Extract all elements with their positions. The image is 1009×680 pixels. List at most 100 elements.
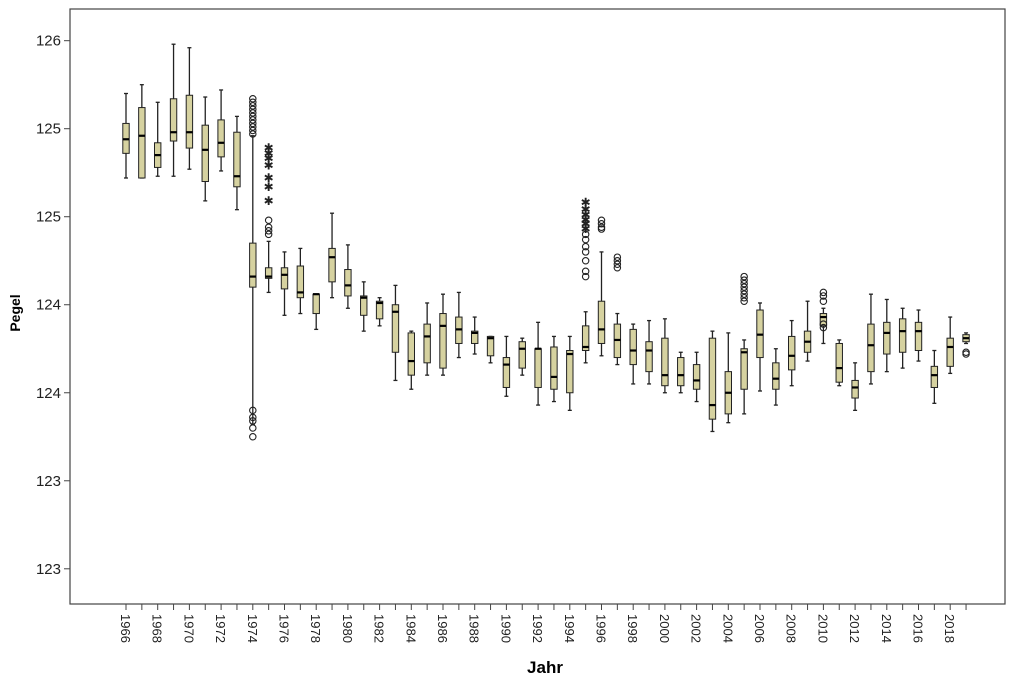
box-iqr (296, 265, 305, 299)
box-2019 (962, 332, 970, 358)
outlier-circle (740, 297, 748, 305)
box-1967 (138, 84, 146, 179)
outlier-circle (962, 348, 970, 357)
outlier-circle (249, 126, 257, 135)
box-1975: ✱✱✱✱✱✱✱ (264, 141, 274, 294)
box-2016 (914, 309, 923, 362)
box-iqr (692, 364, 701, 390)
outlier-star: ✱ (581, 213, 591, 227)
outlier-circle (249, 102, 257, 110)
box-iqr (661, 337, 669, 387)
outlier-circle (597, 216, 606, 224)
box-1998 (629, 323, 637, 385)
box-iqr (375, 300, 384, 320)
outlier-circle (819, 320, 828, 328)
x-tick-label: 2014 (879, 614, 894, 643)
outlier-circle (249, 406, 257, 415)
box-1977 (296, 247, 305, 315)
box-1979 (328, 212, 336, 299)
x-tick-label: 1968 (150, 614, 165, 643)
box-2010 (819, 288, 828, 345)
box-1969 (169, 43, 178, 177)
outlier-circle (249, 424, 257, 432)
outlier-circle (597, 223, 606, 232)
outlier-star: ✱ (264, 171, 274, 185)
x-tick-label: 1994 (562, 614, 577, 643)
outlier-circle (264, 223, 273, 232)
box-iqr (550, 346, 558, 390)
box-iqr (645, 341, 653, 373)
x-tick-label: 1996 (594, 614, 609, 643)
box-2001 (677, 351, 685, 394)
box-iqr (788, 335, 796, 371)
x-tick-label: 1978 (308, 614, 323, 643)
outlier-circle (740, 290, 748, 298)
box-iqr (423, 323, 431, 364)
outlier-circle (249, 433, 257, 441)
box-iqr (819, 313, 828, 327)
box-2017 (930, 349, 939, 404)
outlier-star: ✱ (581, 196, 591, 210)
box-iqr (566, 350, 574, 394)
outlier-circle (740, 279, 748, 288)
box-iqr (407, 332, 416, 376)
box-iqr (851, 379, 859, 399)
outlier-star: ✱ (264, 141, 274, 155)
outlier-circle (249, 413, 257, 422)
box-1985 (423, 302, 431, 376)
x-tick-label: 2012 (847, 614, 862, 643)
outlier-circle (249, 98, 257, 107)
box-iqr (233, 131, 241, 188)
box-iqr (835, 342, 843, 383)
outlier-circle (740, 293, 748, 302)
box-iqr (344, 269, 352, 297)
outlier-star: ✱ (581, 203, 591, 217)
x-tick-label: 2016 (911, 614, 926, 643)
box-1995: ✱✱✱✱✱✱ (581, 196, 591, 364)
box-2012 (851, 362, 859, 412)
box-2002 (692, 351, 701, 403)
box-1992 (534, 321, 542, 406)
x-tick-label: 2008 (784, 614, 799, 643)
outlier-star: ✱ (581, 222, 591, 236)
box-2000 (661, 318, 669, 394)
x-tick-label: 1970 (181, 614, 196, 643)
box-iqr (201, 124, 209, 183)
y-tick-label: 125 (36, 209, 61, 226)
box-iqr (360, 295, 368, 316)
box-iqr (946, 337, 954, 367)
outlier-star: ✱ (264, 146, 274, 160)
box-2014 (883, 298, 891, 373)
outlier-circle (819, 288, 828, 297)
box-iqr (439, 313, 447, 369)
box-1982 (375, 297, 384, 327)
outlier-circle (613, 253, 622, 261)
outlier-circle (819, 323, 828, 332)
box-1978 (312, 293, 320, 331)
box-iqr (264, 267, 273, 279)
outlier-circle (249, 95, 257, 103)
box-1999 (645, 319, 653, 385)
box-1988 (471, 316, 479, 355)
box-1976 (280, 251, 289, 316)
outlier-star: ✱ (264, 152, 274, 166)
boxes-layer: ✱✱✱✱✱✱✱✱✱✱✱✱✱ (122, 43, 970, 441)
box-iqr (740, 348, 748, 390)
box-1987 (455, 291, 463, 359)
outlier-circle (264, 227, 273, 235)
outlier-circle (819, 297, 828, 305)
box-2005 (740, 272, 748, 415)
x-tick-label: 2004 (720, 614, 735, 643)
x-tick-label: 1986 (435, 614, 450, 643)
box-iqr (581, 325, 590, 352)
outlier-circle (249, 123, 257, 131)
x-tick-label: 1976 (277, 614, 292, 643)
box-iqr (217, 119, 225, 158)
outlier-circle (581, 242, 590, 251)
outlier-circle (249, 112, 257, 121)
box-2018 (946, 316, 954, 375)
outlier-star: ✱ (264, 194, 274, 208)
x-tick-label: 2006 (752, 614, 767, 643)
box-iqr (629, 328, 637, 366)
axes: 123 123 124 124 125 125 126 1966 1968 1970 1972 197… (36, 8, 1006, 643)
